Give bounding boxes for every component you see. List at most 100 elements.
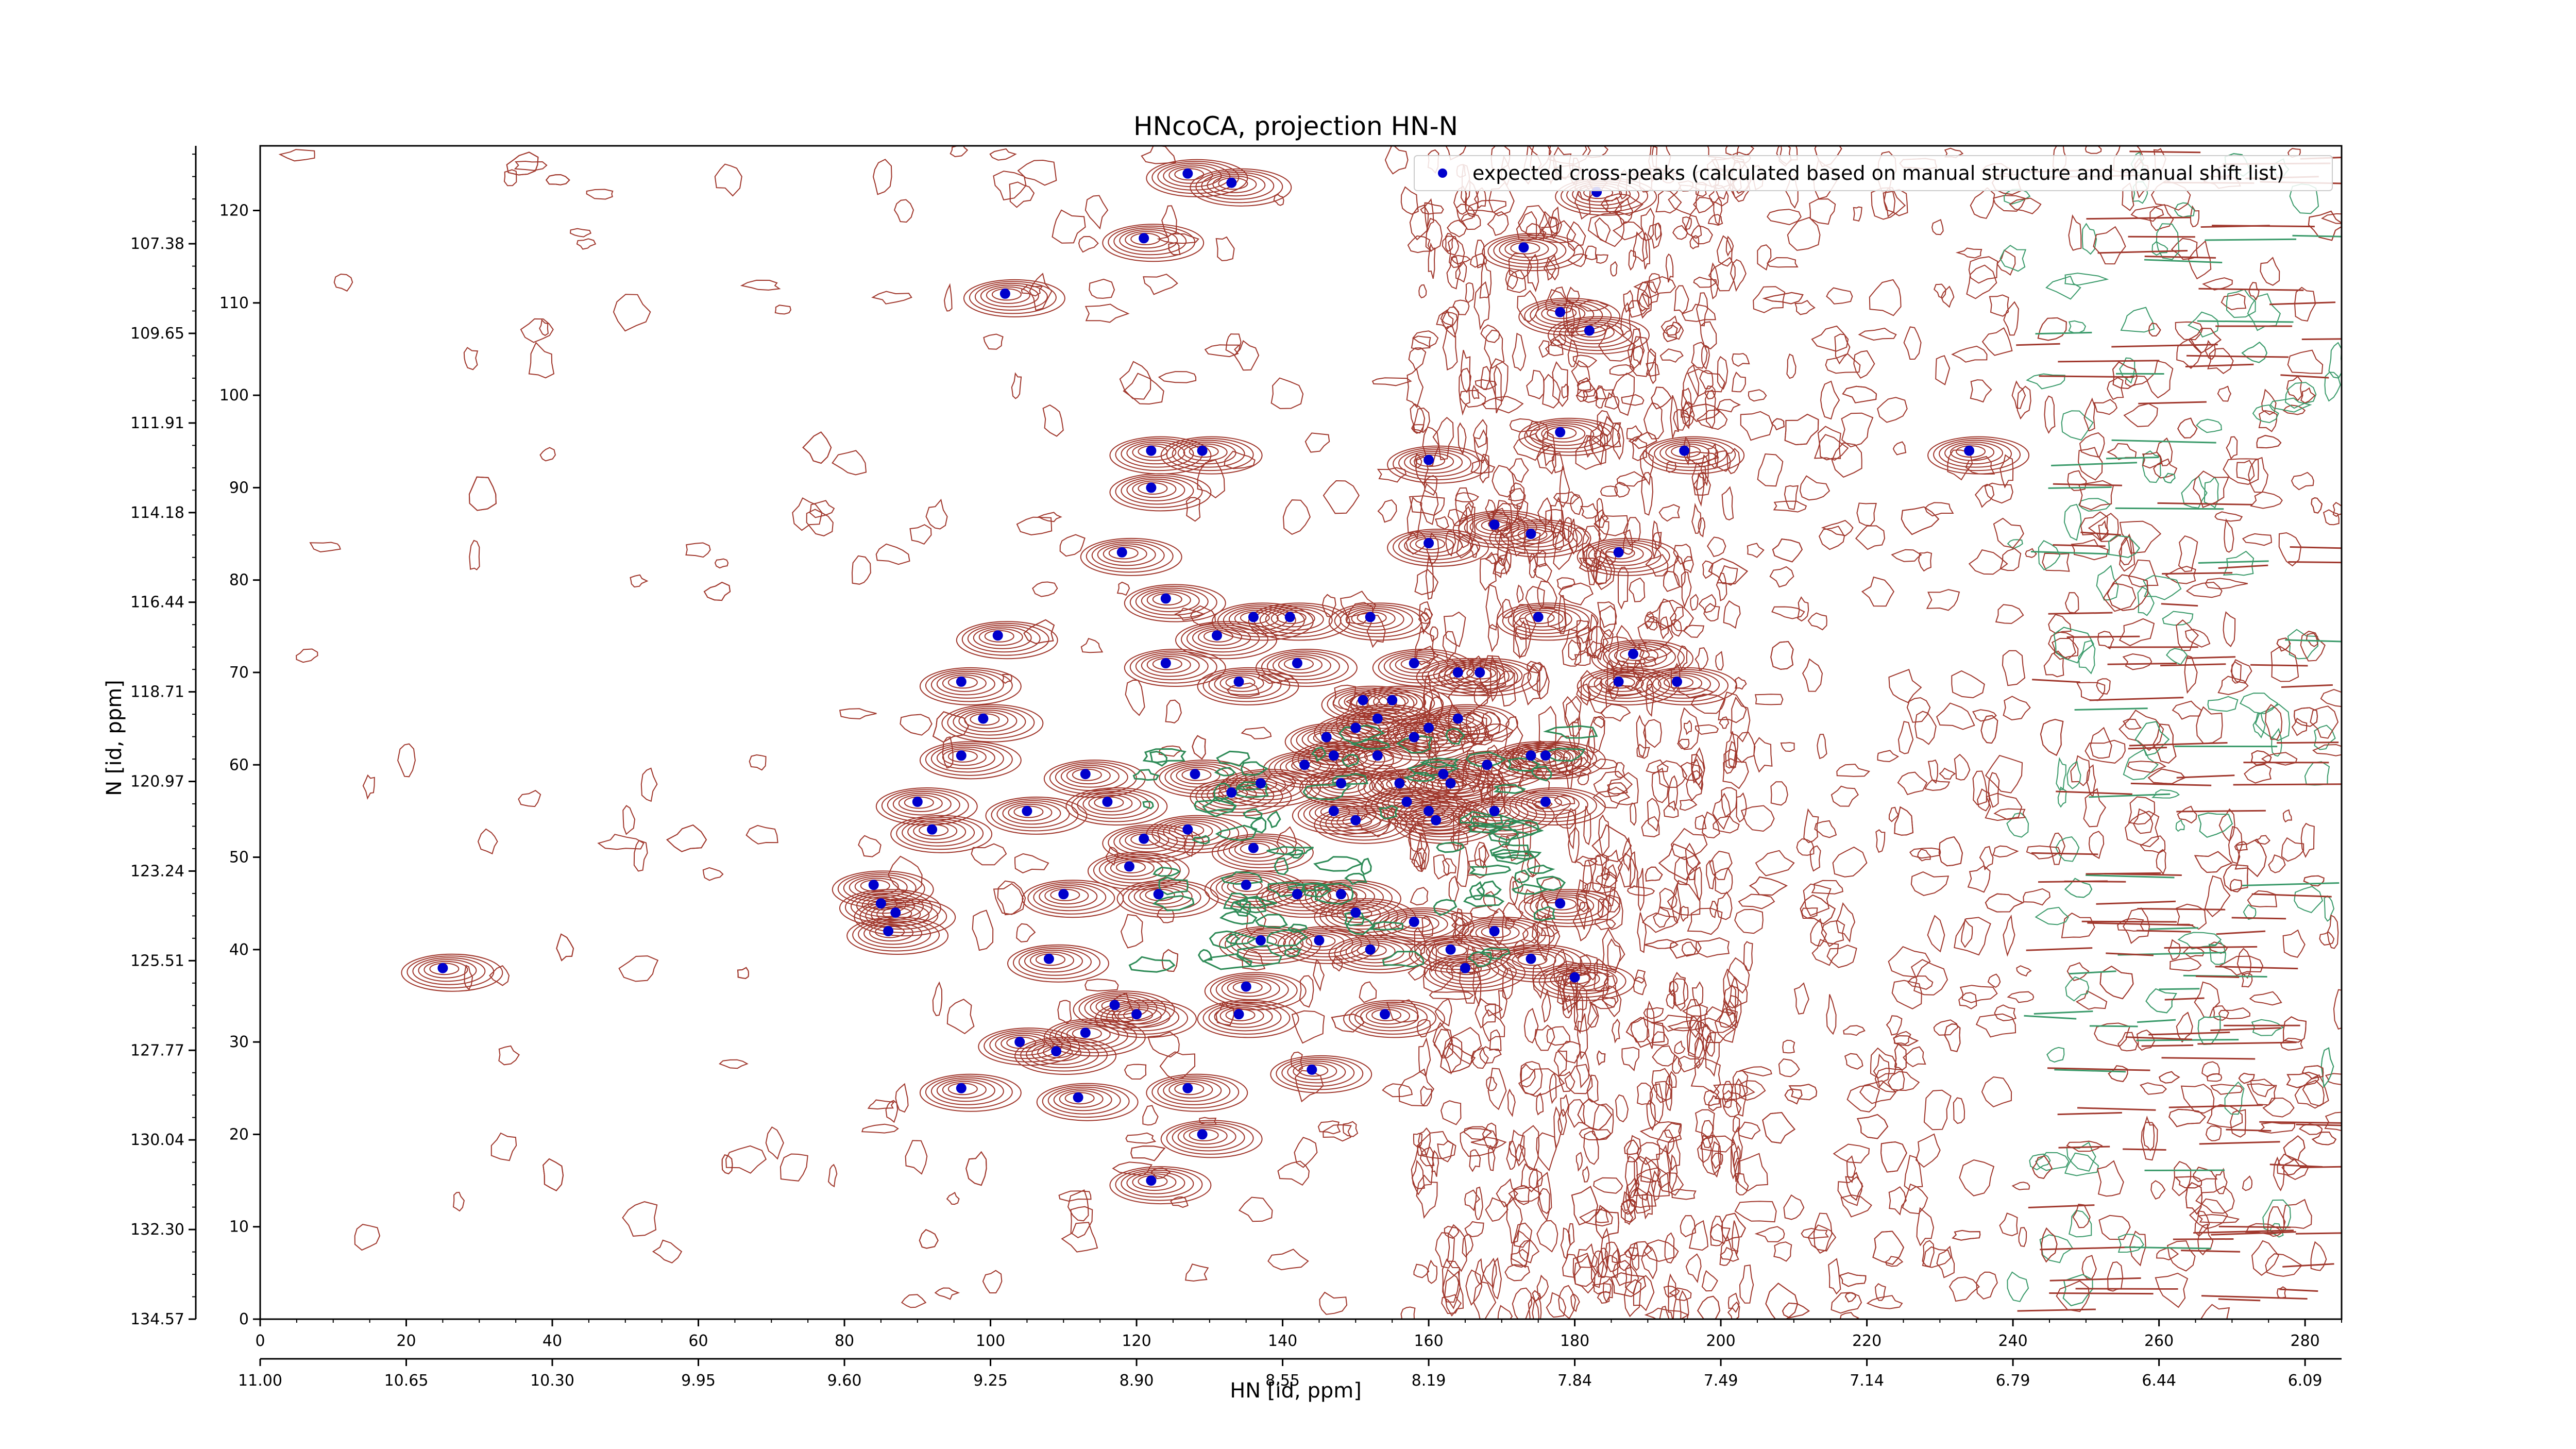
y-ppm-tick-label: 127.77 (130, 1041, 184, 1059)
peak-contour (925, 1075, 1013, 1109)
contour-line (1070, 1206, 1093, 1239)
contour-line (2097, 1160, 2124, 1197)
contour-line (1420, 1085, 1432, 1107)
peak-contour (1475, 517, 1520, 535)
peak-contour (1135, 587, 1209, 616)
peak-contour (1026, 1040, 1099, 1069)
contour-line (2137, 1019, 2176, 1023)
contour-line (2233, 783, 2342, 786)
peak-contour (1502, 604, 1590, 637)
plot-frame (259, 145, 2343, 1320)
contour-line (1645, 554, 1669, 577)
contour-line (1793, 982, 1809, 1015)
peak-contour (1413, 763, 1486, 791)
contour-line (477, 828, 498, 855)
peak-contour (1071, 789, 1159, 822)
contour-line (1487, 1068, 1507, 1110)
contour-line (1277, 1160, 1310, 1186)
contour-line (2283, 1135, 2306, 1161)
contour-line (1981, 327, 2013, 356)
x-tick-label: 100 (976, 1332, 1005, 1350)
cross-peak-point (1256, 935, 1266, 946)
contour-line (1628, 1187, 1651, 1214)
contour-line (1686, 1015, 1700, 1056)
y-tick-label: 0 (239, 1310, 249, 1328)
contour-line (1782, 1039, 1795, 1054)
contour-line (2301, 1065, 2324, 1080)
contour-line (1731, 1070, 1749, 1098)
y-ppm-tick-label: 123.24 (130, 862, 184, 880)
contour-line (1614, 197, 1633, 225)
cross-peak-point (1292, 889, 1302, 900)
peak-contour (1367, 691, 1427, 714)
cross-peak-point (956, 676, 967, 687)
contour-line (1727, 1292, 1740, 1313)
contour-line (1540, 924, 1560, 937)
contour-line (518, 789, 541, 807)
contour-line (1225, 933, 1241, 945)
contour-line (1853, 206, 1862, 222)
contour-line (2119, 357, 2136, 384)
contour-line (2184, 629, 2211, 648)
peak-contour (1190, 778, 1292, 817)
contour-line (2321, 213, 2342, 224)
contour-line (1469, 544, 1479, 558)
contour-line (1960, 918, 1973, 948)
contour-line (1710, 262, 1719, 300)
contour-line (1614, 481, 1631, 498)
contour-line (2088, 831, 2105, 860)
contour-line (2081, 1255, 2097, 1280)
contour-line (2223, 550, 2255, 576)
contour-line (1112, 1161, 1153, 1176)
contour-line (1640, 1156, 1661, 1183)
contour-line (1403, 772, 1436, 782)
contour-line (851, 555, 871, 585)
contour-line (1456, 204, 1475, 223)
contour-line (792, 497, 823, 531)
contour-line (1465, 751, 1507, 767)
contour-line (1021, 284, 1044, 297)
peak-contour (1259, 606, 1333, 634)
contour-line (2201, 1061, 2220, 1077)
cross-peak-point (1445, 778, 1456, 789)
peak-contour (1168, 166, 1213, 184)
peak-contour (1189, 445, 1219, 458)
contour-line (1933, 1019, 1959, 1036)
contour-line (2117, 918, 2145, 932)
cross-peak-point (1160, 658, 1171, 668)
contour-line (309, 542, 341, 553)
contour-line (1730, 259, 1747, 292)
contour-line (2127, 761, 2166, 773)
contour-line (1668, 775, 1679, 812)
contour-line (1192, 835, 1210, 845)
peak-contour (1495, 743, 1583, 776)
contour-line (2136, 930, 2191, 933)
x-tick-label: 0 (255, 1332, 265, 1350)
contour-line (1705, 1034, 1720, 1077)
contour-line (2160, 663, 2226, 667)
contour-line (1721, 1212, 1746, 1242)
cross-peak-point (1489, 805, 1500, 816)
peak-contour (1031, 1042, 1091, 1065)
contour-line (1859, 1080, 1896, 1104)
contour-line (1695, 937, 1730, 958)
contour-line (1681, 762, 1703, 781)
contour-line (539, 318, 549, 336)
peak-contour (978, 628, 1023, 646)
contour-line (867, 1099, 895, 1110)
peak-contour (1451, 752, 1539, 785)
contour-line (1620, 1199, 1636, 1223)
contour-line (2072, 1204, 2091, 1228)
peak-contour (1049, 761, 1137, 795)
contour-line (1479, 551, 1497, 591)
contour-line (1683, 364, 1700, 405)
cross-peak-point (437, 963, 448, 973)
contour-line (1032, 581, 1058, 597)
peak-contour (1570, 323, 1615, 341)
contour-line (1552, 361, 1569, 407)
peak-contour (964, 711, 1009, 729)
contour-line (1892, 441, 1907, 456)
contour-line (2286, 376, 2302, 401)
peak-contour (1228, 839, 1287, 862)
contour-line (2094, 1022, 2131, 1047)
